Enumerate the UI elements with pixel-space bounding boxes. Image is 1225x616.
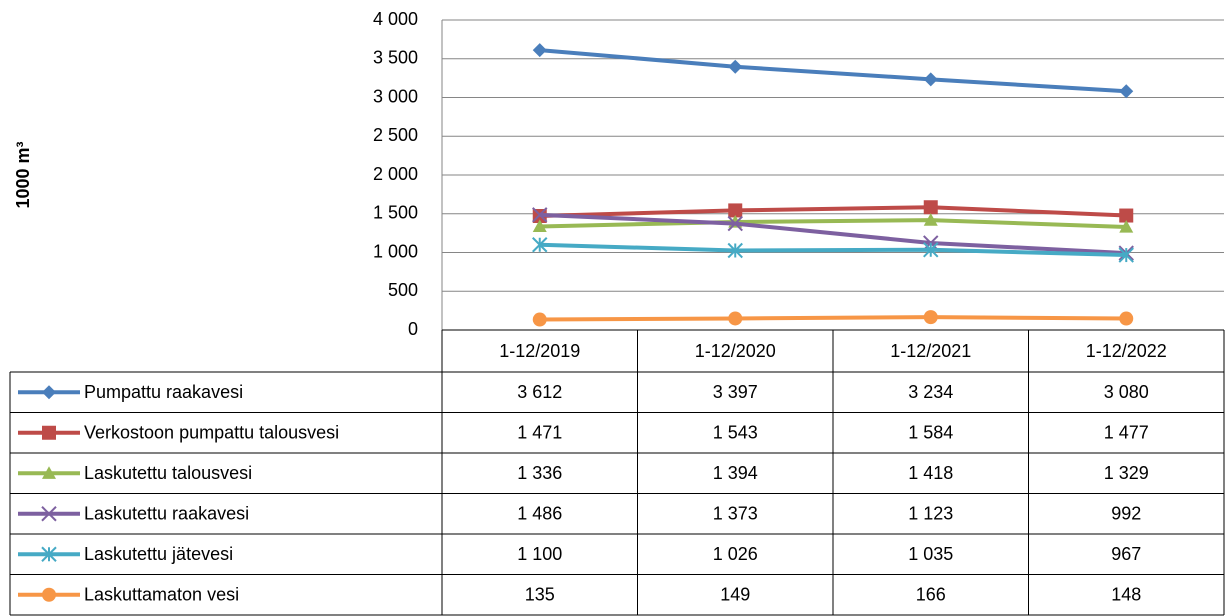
- marker: [728, 311, 743, 326]
- legend-marker: [42, 587, 56, 602]
- series-line: [539, 212, 1127, 256]
- legend-marker: [41, 546, 57, 562]
- y-tick-label: 4 000: [373, 9, 418, 29]
- legend-label: Laskutettu jätevesi: [84, 544, 233, 564]
- legend-label: Laskutettu talousvesi: [84, 463, 252, 483]
- marker: [1119, 220, 1134, 233]
- marker: [1119, 84, 1134, 99]
- legend-label: Laskutettu raakavesi: [84, 504, 249, 524]
- table-value: 1 584: [908, 423, 953, 443]
- table-value: 3 234: [908, 382, 953, 402]
- y-tick-label: 1 500: [373, 203, 418, 223]
- diamond: [923, 72, 938, 87]
- table-value: 1 329: [1104, 463, 1149, 483]
- x-tick-label: 1-12/2021: [890, 341, 971, 361]
- table-value: 992: [1111, 504, 1141, 524]
- square: [728, 203, 743, 218]
- marker: [1119, 311, 1134, 326]
- marker: [532, 43, 547, 58]
- table-value: 1 123: [908, 504, 953, 524]
- y-tick-label: 3 500: [373, 48, 418, 68]
- legend-label: Pumpattu raakavesi: [84, 382, 243, 402]
- series-line: [539, 315, 1127, 322]
- marker: [923, 213, 938, 226]
- marker: [727, 215, 743, 232]
- table-value: 166: [916, 585, 946, 605]
- table-value: 1 373: [713, 504, 758, 524]
- table-value: 1 394: [713, 463, 758, 483]
- table-value: 1 486: [517, 504, 562, 524]
- diamond: [728, 59, 743, 74]
- triangle: [1119, 220, 1134, 233]
- legend-marker: [41, 506, 57, 522]
- series-line: [539, 242, 1127, 258]
- triangle: [42, 466, 56, 479]
- table-value: 967: [1111, 544, 1141, 564]
- table-value: 135: [525, 585, 555, 605]
- x-stroke: [41, 506, 57, 522]
- marker: [532, 312, 547, 327]
- marker: [728, 203, 743, 218]
- table-value: 3 612: [517, 382, 562, 402]
- triangle: [923, 213, 938, 226]
- square: [42, 425, 56, 440]
- table-value: 1 035: [908, 544, 953, 564]
- x-stroke: [532, 207, 548, 223]
- marker: [923, 310, 938, 325]
- y-tick-label: 500: [388, 280, 418, 300]
- y-tick-label: 3 000: [373, 86, 418, 106]
- circle: [532, 312, 547, 327]
- y-tick-label: 0: [408, 319, 418, 339]
- marker: [923, 200, 938, 215]
- series-line: [539, 48, 1127, 94]
- table-value: 1 418: [908, 463, 953, 483]
- table-value: 1 336: [517, 463, 562, 483]
- diamond: [1119, 84, 1134, 99]
- marker: [727, 242, 743, 259]
- y-tick-label: 1 000: [373, 241, 418, 261]
- marker: [1119, 208, 1134, 223]
- legend-label: Laskuttamaton vesi: [84, 585, 239, 605]
- table-value: 3 080: [1104, 382, 1149, 402]
- circle: [42, 587, 56, 602]
- legend-marker: [42, 466, 56, 479]
- diamond: [42, 385, 56, 400]
- x-tick-label: 1-12/2019: [499, 341, 580, 361]
- legend-marker: [42, 425, 56, 440]
- table-value: 1 471: [517, 423, 562, 443]
- x-stroke: [727, 215, 743, 232]
- y-tick-label: 2 000: [373, 164, 418, 184]
- triangle: [532, 219, 547, 233]
- marker: [532, 237, 548, 253]
- y-tick-label: 2 500: [373, 125, 418, 145]
- table-value: 148: [1111, 585, 1141, 605]
- marker: [1118, 247, 1134, 263]
- legend-marker: [42, 385, 56, 400]
- table-value: 3 397: [713, 382, 758, 402]
- marker: [923, 72, 938, 87]
- marker: [532, 207, 548, 223]
- square: [1119, 208, 1134, 223]
- marker: [728, 59, 743, 74]
- table-value: 1 477: [1104, 423, 1149, 443]
- square: [923, 200, 938, 215]
- table-value: 1 100: [517, 544, 562, 564]
- series-line: [539, 218, 1127, 230]
- diamond: [532, 43, 547, 58]
- circle: [923, 310, 938, 325]
- table-value: 149: [720, 585, 750, 605]
- y-axis-label: 1000 m³: [13, 141, 33, 208]
- table-value: 1 026: [713, 544, 758, 564]
- marker: [532, 219, 547, 233]
- x-tick-label: 1-12/2022: [1086, 341, 1167, 361]
- x-tick-label: 1-12/2020: [695, 341, 776, 361]
- series-line: [539, 205, 1127, 218]
- circle: [1119, 311, 1134, 326]
- table-value: 1 543: [713, 423, 758, 443]
- marker: [923, 242, 939, 258]
- circle: [728, 311, 743, 326]
- legend-label: Verkostoon pumpattu talousvesi: [84, 423, 339, 443]
